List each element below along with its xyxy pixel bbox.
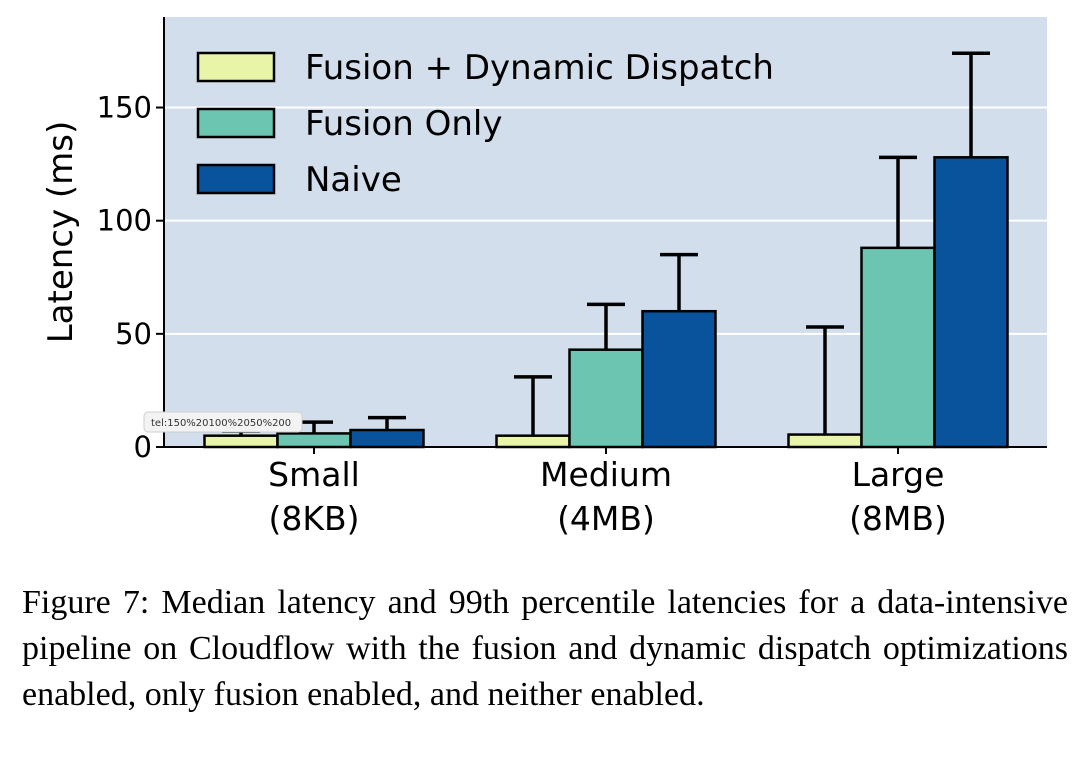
legend-label: Naive (305, 160, 402, 200)
y-tick-label: 150 (97, 91, 152, 125)
legend-swatch (196, 107, 276, 139)
legend-label: Fusion Only (305, 104, 502, 144)
bars (203, 51, 1009, 449)
bar (787, 433, 863, 449)
x-tick-label: (4MB) (557, 499, 655, 538)
legend: Fusion + Dynamic Dispatch Fusion Only Naiv… (196, 48, 774, 200)
bar (203, 434, 279, 449)
x-tick-label: Large (852, 455, 945, 494)
tooltip: tel:150%20100%2050%200 (143, 411, 303, 433)
y-tick-label: 100 (97, 204, 152, 238)
axes: 0 50 100 150 Small (8KB) Medium (4MB) Large (8MB) (97, 17, 1047, 538)
bar (933, 156, 1009, 449)
y-tick-label: 0 (134, 430, 152, 464)
caption-label: Figure 7: (22, 584, 150, 621)
figure-caption: Figure 7: Median latency and 99th percen… (22, 580, 1068, 718)
y-tick-label: 50 (115, 317, 152, 351)
y-axis-title: Latency (ms) (41, 121, 81, 344)
legend-swatch (196, 51, 276, 83)
bar (276, 432, 352, 449)
chart: 0 50 100 150 Small (8KB) Medium (4MB) Large (8MB)… (41, 17, 1047, 538)
tooltip-text: tel:150%20100%2050%200 (151, 418, 291, 429)
legend-label: Fusion + Dynamic Dispatch (305, 48, 774, 88)
bar (495, 434, 571, 449)
x-tick-label: Medium (540, 455, 672, 494)
x-tick-label: (8KB) (268, 499, 359, 538)
bar (568, 348, 644, 449)
bar (349, 428, 425, 449)
legend-swatch (196, 163, 276, 195)
bar (641, 309, 717, 449)
x-tick-label: (8MB) (849, 499, 947, 538)
bar (860, 246, 936, 449)
x-tick-label: Small (268, 455, 360, 494)
caption-text: Median latency and 99th percentile laten… (22, 584, 1068, 713)
